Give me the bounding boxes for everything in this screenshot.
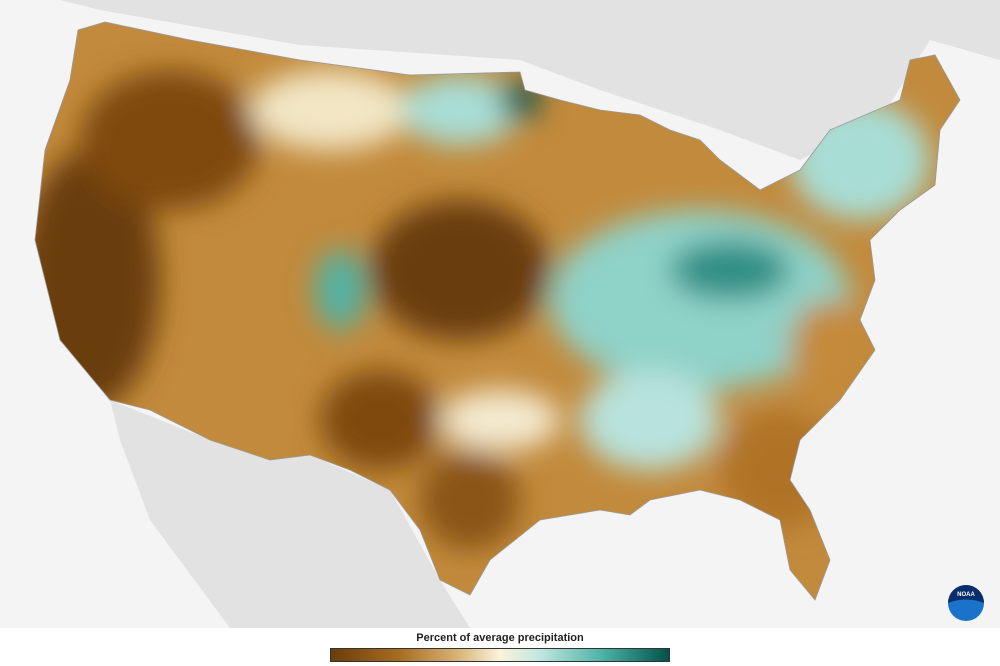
canada xyxy=(0,0,1000,160)
legend-color-bar xyxy=(330,648,670,662)
blob xyxy=(315,250,365,330)
mexico xyxy=(110,400,470,628)
noaa-logo-top xyxy=(948,585,984,603)
precipitation-field xyxy=(35,22,960,600)
blob xyxy=(250,70,410,150)
map: NOAA xyxy=(0,0,1000,628)
blob xyxy=(420,450,520,550)
blob xyxy=(440,390,560,450)
blob xyxy=(320,370,440,470)
legend-title: Percent of average precipitation xyxy=(416,632,584,644)
noaa-logo-text: NOAA xyxy=(957,592,975,598)
blob xyxy=(790,300,870,400)
blob xyxy=(580,370,720,470)
blob xyxy=(80,70,260,210)
blob xyxy=(370,200,550,340)
blob xyxy=(400,75,520,145)
blob xyxy=(670,240,790,300)
